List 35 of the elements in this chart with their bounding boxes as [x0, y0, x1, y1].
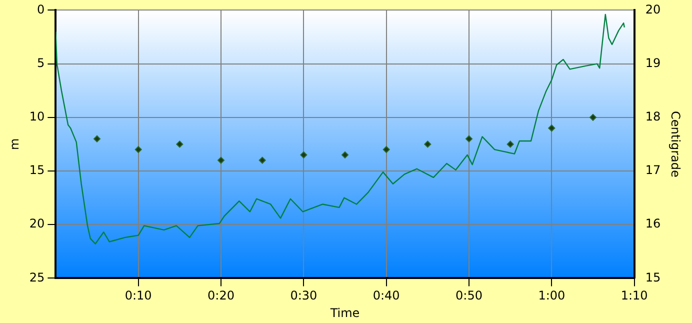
x-tick-label: 0:40: [372, 288, 400, 303]
x-tick-label: 0:30: [290, 288, 318, 303]
point: [218, 156, 224, 164]
point: [258, 156, 266, 164]
y2-tick-label: 20: [645, 2, 661, 16]
x-tick-label: 0:50: [456, 288, 482, 303]
x-axis-title: Time: [329, 306, 360, 320]
y-tick-label: 0: [37, 2, 45, 16]
x-tick-label: 0:10: [124, 288, 152, 303]
y-tick-label: 5: [37, 56, 45, 70]
y-tick-label: 10: [29, 110, 45, 124]
y-axis-title: m: [7, 138, 22, 150]
point: [176, 140, 184, 148]
y-tick-label: 25: [29, 270, 45, 284]
y2-axis-title: Centigrade: [668, 111, 683, 178]
point: [382, 146, 390, 154]
y2-tick-label: 18: [645, 110, 661, 124]
point: [342, 151, 348, 158]
y-tick-label: 15: [29, 163, 45, 178]
point: [466, 135, 472, 142]
x-tick-label: 1:10: [620, 288, 648, 303]
point: [300, 151, 308, 158]
point: [134, 146, 142, 154]
point: [424, 140, 432, 148]
point: [506, 140, 514, 148]
y2-tick-label: 15: [645, 270, 661, 284]
point: [94, 135, 101, 142]
y2-tick-label: 19: [645, 56, 661, 70]
point: [589, 114, 596, 121]
y-tick-label: 20: [29, 216, 45, 231]
y2-tick-label: 17: [645, 163, 661, 178]
point: [548, 124, 556, 132]
x-tick-label: 1:00: [538, 288, 566, 303]
y2-tick-label: 16: [645, 216, 661, 231]
x-tick-label: 0:20: [208, 288, 234, 303]
